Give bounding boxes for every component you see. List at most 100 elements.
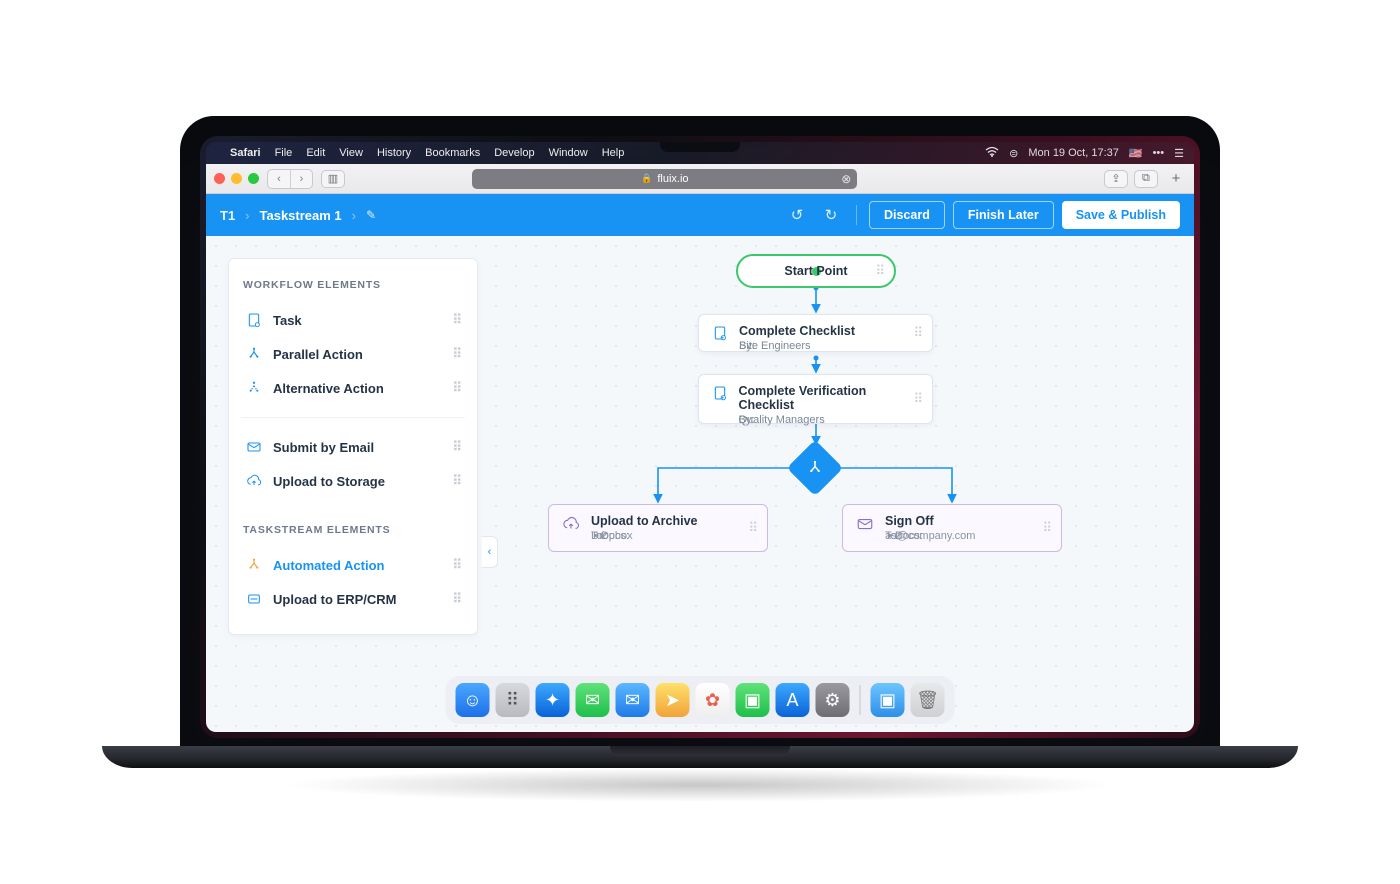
drag-handle-icon[interactable]: ⠿	[1042, 520, 1051, 536]
flow-node-upload-archive[interactable]: Upload to Archive To: Dropbox • Docs: 2	[548, 504, 768, 552]
dock-finder-icon[interactable]: ☺	[456, 683, 490, 717]
sidebar-item-alternative[interactable]: Alternative Action ⠿	[243, 371, 463, 405]
menu-view[interactable]: View	[339, 147, 363, 159]
dock-maps-icon[interactable]: ➤	[656, 683, 690, 717]
sidebar-item-label: Submit by Email	[273, 440, 374, 455]
address-bar-domain: fluix.io	[657, 173, 688, 185]
sidebar-collapse-icon[interactable]: ‹	[482, 536, 498, 568]
app-header: T1 › Taskstream 1 › ✎ ↺ ↻ Discard Finish…	[206, 194, 1194, 236]
sidebar-item-upload-storage[interactable]: Upload to Storage ⠿	[243, 464, 463, 498]
drag-handle-icon[interactable]: ⠿	[452, 473, 461, 489]
sidebar-divider	[241, 417, 465, 418]
sidebar-item-upload-erp[interactable]: Upload to ERP/CRM ⠿	[243, 582, 463, 616]
screen-bezel-outer: Safari File Edit View History Bookmarks …	[180, 116, 1220, 746]
drag-handle-icon[interactable]: ⠿	[875, 263, 884, 279]
cloud-upload-icon	[561, 514, 581, 534]
drag-handle-icon[interactable]: ⠿	[913, 325, 922, 341]
menubar-overflow-icon[interactable]: •••	[1153, 147, 1165, 159]
redo-icon[interactable]: ↻	[818, 202, 844, 228]
minimize-window-icon[interactable]	[231, 173, 242, 184]
new-tab-icon[interactable]: +	[1166, 170, 1186, 188]
edit-title-icon[interactable]: ✎	[366, 208, 376, 222]
dock-trash-icon[interactable]: 🗑	[911, 683, 945, 717]
sidebar-item-label: Parallel Action	[273, 347, 363, 362]
workspace: Start Point ⠿ Complete	[206, 236, 1194, 732]
sidebar-section2-title: TASKSTREAM ELEMENTS	[243, 524, 463, 536]
dock-settings-icon[interactable]: ⚙	[816, 683, 850, 717]
drag-handle-icon[interactable]: ⠿	[913, 391, 922, 407]
clear-address-icon[interactable]: ⊗	[841, 172, 851, 186]
finish-later-button[interactable]: Finish Later	[953, 201, 1054, 229]
dock-folder-icon[interactable]: ▣	[871, 683, 905, 717]
lock-icon: 🔒	[641, 173, 652, 184]
forward-button-icon[interactable]: ›	[290, 170, 312, 188]
breadcrumb-title[interactable]: Taskstream 1	[260, 208, 342, 223]
email-icon	[855, 514, 875, 534]
start-label: Start Point	[784, 264, 847, 278]
sidebar-item-label: Automated Action	[273, 558, 384, 573]
sidebar-item-submit-email[interactable]: Submit by Email ⠿	[243, 430, 463, 464]
drag-handle-icon[interactable]: ⠿	[452, 439, 461, 455]
cloud-upload-icon	[245, 472, 263, 490]
laptop-base	[102, 746, 1298, 768]
task2-by: Quality Managers	[738, 414, 824, 426]
drag-handle-icon[interactable]: ⠿	[452, 557, 461, 573]
menu-help[interactable]: Help	[602, 147, 625, 159]
flow-node-split[interactable]	[787, 440, 844, 497]
dock-appstore-icon[interactable]: A	[776, 683, 810, 717]
tabs-overview-icon[interactable]: ⧉	[1134, 170, 1158, 188]
sidebar-section1-title: WORKFLOW ELEMENTS	[243, 279, 463, 291]
address-bar[interactable]: 🔒 fluix.io ⊗	[472, 169, 857, 189]
dock-photos-icon[interactable]: ✿	[696, 683, 730, 717]
dock-facetime-icon[interactable]: ▣	[736, 683, 770, 717]
wifi-icon[interactable]	[985, 147, 999, 160]
leaf1-docs: 2	[601, 530, 607, 542]
safari-toolbar: ‹ › ▥ 🔒 fluix.io ⊗ ⇪ ⧉ +	[206, 164, 1194, 194]
control-center-icon[interactable]: ☰	[1174, 147, 1184, 160]
dock-mail-icon[interactable]: ✉	[616, 683, 650, 717]
fluix-app: T1 › Taskstream 1 › ✎ ↺ ↻ Discard Finish…	[206, 194, 1194, 732]
menu-develop[interactable]: Develop	[494, 147, 534, 159]
window-traffic-lights	[214, 173, 259, 184]
sidebar-item-label: Alternative Action	[273, 381, 384, 396]
sidebar-item-automated-action[interactable]: Automated Action ⠿	[243, 548, 463, 582]
spotlight-icon[interactable]: ⊜	[1009, 147, 1018, 160]
dock-safari-icon[interactable]: ✦	[536, 683, 570, 717]
menu-bookmarks[interactable]: Bookmarks	[425, 147, 480, 159]
task1-title: Complete Checklist	[739, 324, 855, 338]
drag-handle-icon[interactable]: ⠿	[452, 312, 461, 328]
discard-button[interactable]: Discard	[869, 201, 945, 229]
drag-handle-icon[interactable]: ⠿	[452, 380, 461, 396]
back-button-icon[interactable]: ‹	[268, 170, 290, 188]
sidebar-item-label: Upload to Storage	[273, 474, 385, 489]
dock-launchpad-icon[interactable]: ⠿	[496, 683, 530, 717]
menu-edit[interactable]: Edit	[306, 147, 325, 159]
menu-window[interactable]: Window	[549, 147, 588, 159]
share-icon[interactable]: ⇪	[1104, 170, 1128, 188]
flow-node-sign-off[interactable]: Sign Off To: as@company.com • Docs: 2	[842, 504, 1062, 552]
menubar-clock[interactable]: Mon 19 Oct, 17:37	[1028, 147, 1119, 159]
fullscreen-window-icon[interactable]	[248, 173, 259, 184]
breadcrumb-sep-icon: ›	[245, 208, 249, 223]
flow-node-start[interactable]: Start Point ⠿	[736, 254, 896, 288]
sidebar-item-task[interactable]: Task ⠿	[243, 303, 463, 337]
save-publish-button[interactable]: Save & Publish	[1062, 201, 1180, 229]
menu-history[interactable]: History	[377, 147, 411, 159]
close-window-icon[interactable]	[214, 173, 225, 184]
undo-icon[interactable]: ↺	[784, 202, 810, 228]
input-flag-icon[interactable]: 🇺🇸	[1129, 147, 1143, 160]
sidebar-toggle-icon[interactable]: ▥	[321, 170, 345, 188]
sidebar-item-parallel[interactable]: Parallel Action ⠿	[243, 337, 463, 371]
flow-node-task-checklist[interactable]: Complete Checklist By: Site Engineers ⠿	[698, 314, 933, 352]
drag-handle-icon[interactable]: ⠿	[452, 591, 461, 607]
drag-handle-icon[interactable]: ⠿	[452, 346, 461, 362]
menu-file[interactable]: File	[275, 147, 293, 159]
nav-back-forward: ‹ ›	[267, 169, 313, 189]
flow-node-task-verification[interactable]: Complete Verification Checklist By: Qual…	[698, 374, 933, 424]
dock-messages-icon[interactable]: ✉	[576, 683, 610, 717]
menubar-app-name[interactable]: Safari	[230, 147, 261, 159]
dock-separator	[860, 685, 861, 715]
drag-handle-icon[interactable]: ⠿	[748, 520, 757, 536]
alternative-icon	[245, 379, 263, 397]
breadcrumb-id[interactable]: T1	[220, 208, 235, 223]
